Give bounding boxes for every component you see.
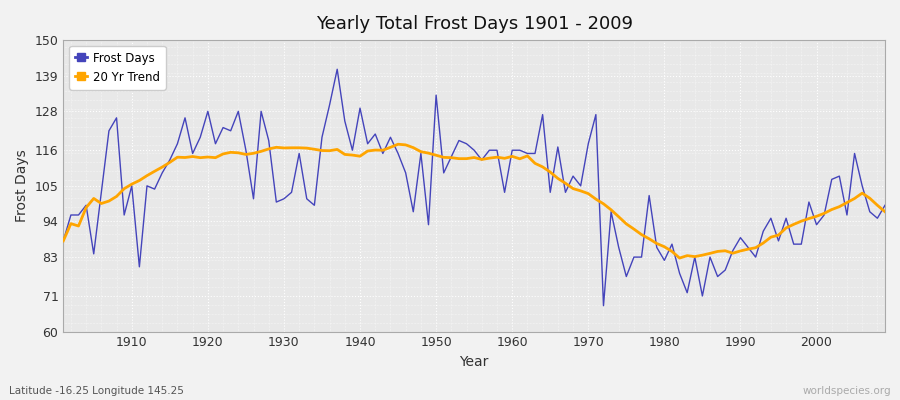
Text: Latitude -16.25 Longitude 145.25: Latitude -16.25 Longitude 145.25	[9, 386, 184, 396]
X-axis label: Year: Year	[460, 355, 489, 369]
Title: Yearly Total Frost Days 1901 - 2009: Yearly Total Frost Days 1901 - 2009	[316, 15, 633, 33]
Legend: Frost Days, 20 Yr Trend: Frost Days, 20 Yr Trend	[69, 46, 166, 90]
Text: worldspecies.org: worldspecies.org	[803, 386, 891, 396]
Y-axis label: Frost Days: Frost Days	[15, 150, 29, 222]
